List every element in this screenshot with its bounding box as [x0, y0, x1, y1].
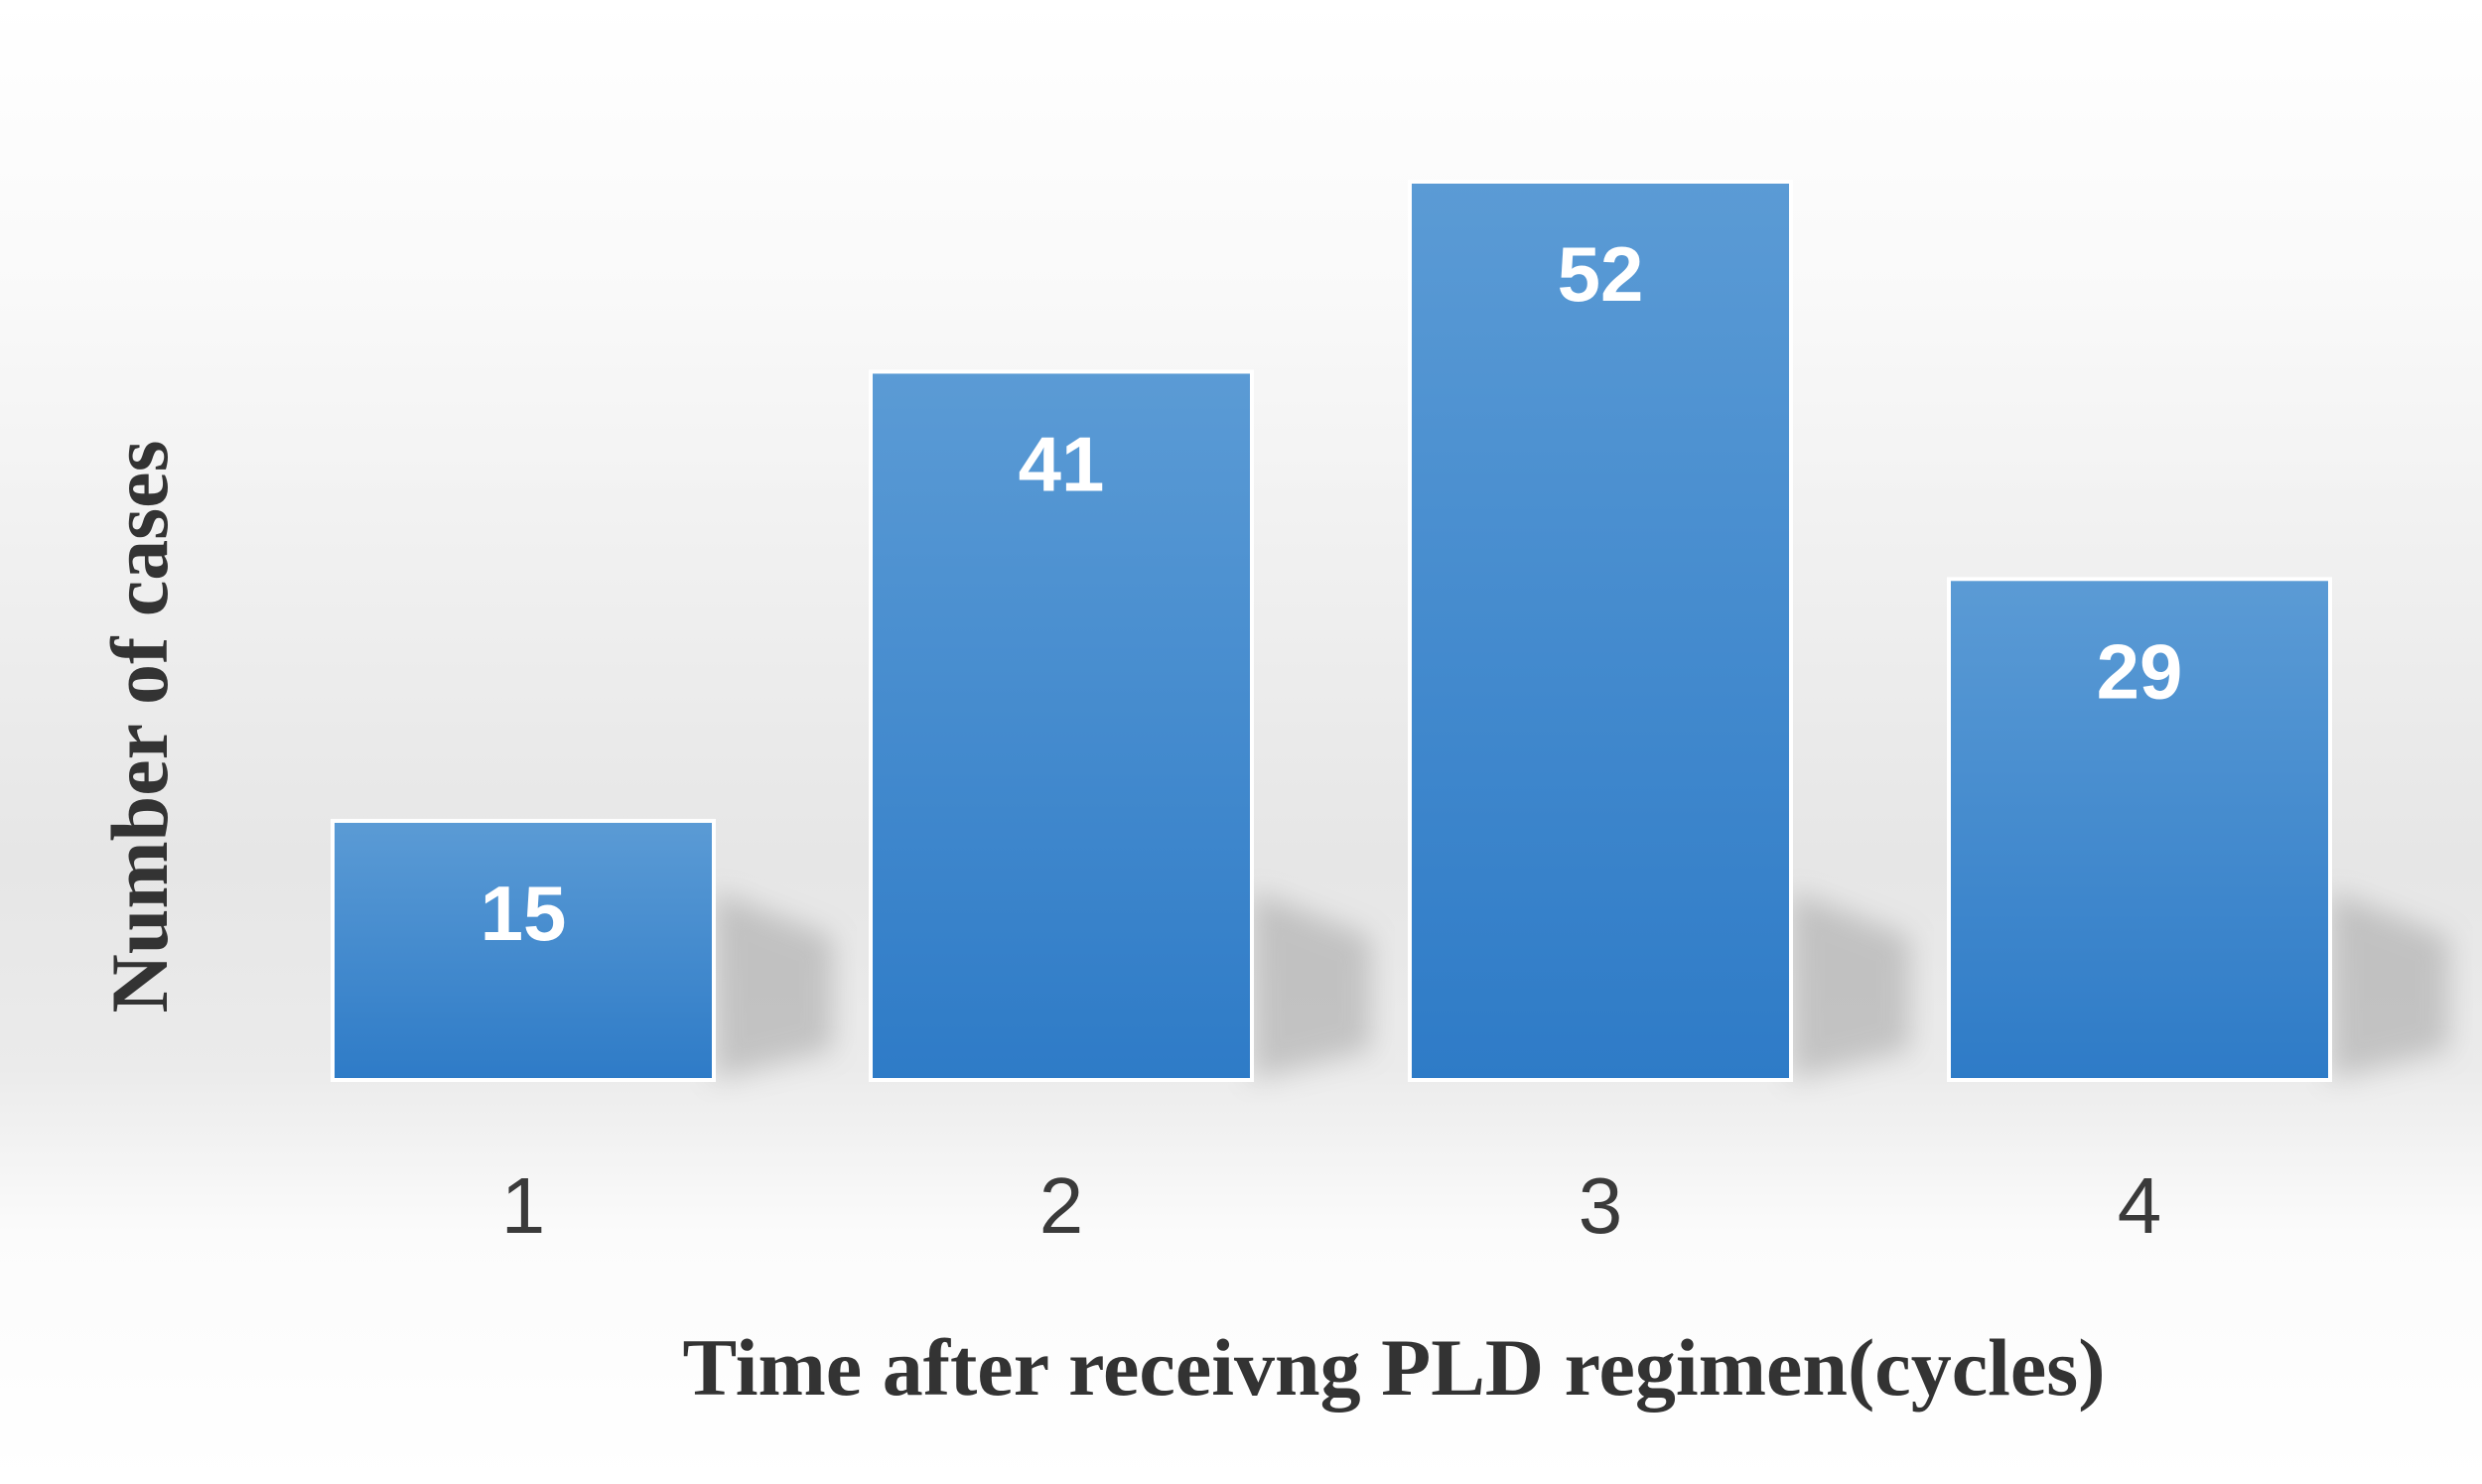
x-tick-labels: 1 2 3 4	[501, 1161, 2162, 1250]
data-label-3: 52	[1558, 230, 1644, 318]
bar-shadows	[714, 891, 2449, 1080]
bar-3	[1408, 180, 1793, 1082]
bar-series	[331, 180, 2332, 1082]
x-tick-label-4: 4	[2118, 1161, 2162, 1250]
y-axis-title: Number of cases	[94, 441, 185, 1013]
x-tick-label-2: 2	[1039, 1161, 1084, 1250]
x-axis-title: Time after receivng PLD regimen(cycles)	[683, 1322, 2106, 1413]
bar-shadow	[1252, 891, 1371, 1080]
bar-shadow	[1791, 891, 1910, 1080]
data-label-2: 41	[1019, 420, 1105, 507]
bar-1	[331, 818, 716, 1082]
data-label-4: 29	[2097, 627, 2183, 715]
x-tick-label-3: 3	[1579, 1161, 1623, 1250]
bar-4	[1947, 577, 2332, 1082]
bar-2	[869, 369, 1254, 1082]
data-label-1: 15	[481, 870, 567, 957]
x-tick-label-1: 1	[501, 1161, 546, 1250]
bar-shadow	[714, 891, 833, 1080]
bar-shadow	[2330, 891, 2449, 1080]
data-labels: 15 41 52 29	[481, 230, 2183, 957]
